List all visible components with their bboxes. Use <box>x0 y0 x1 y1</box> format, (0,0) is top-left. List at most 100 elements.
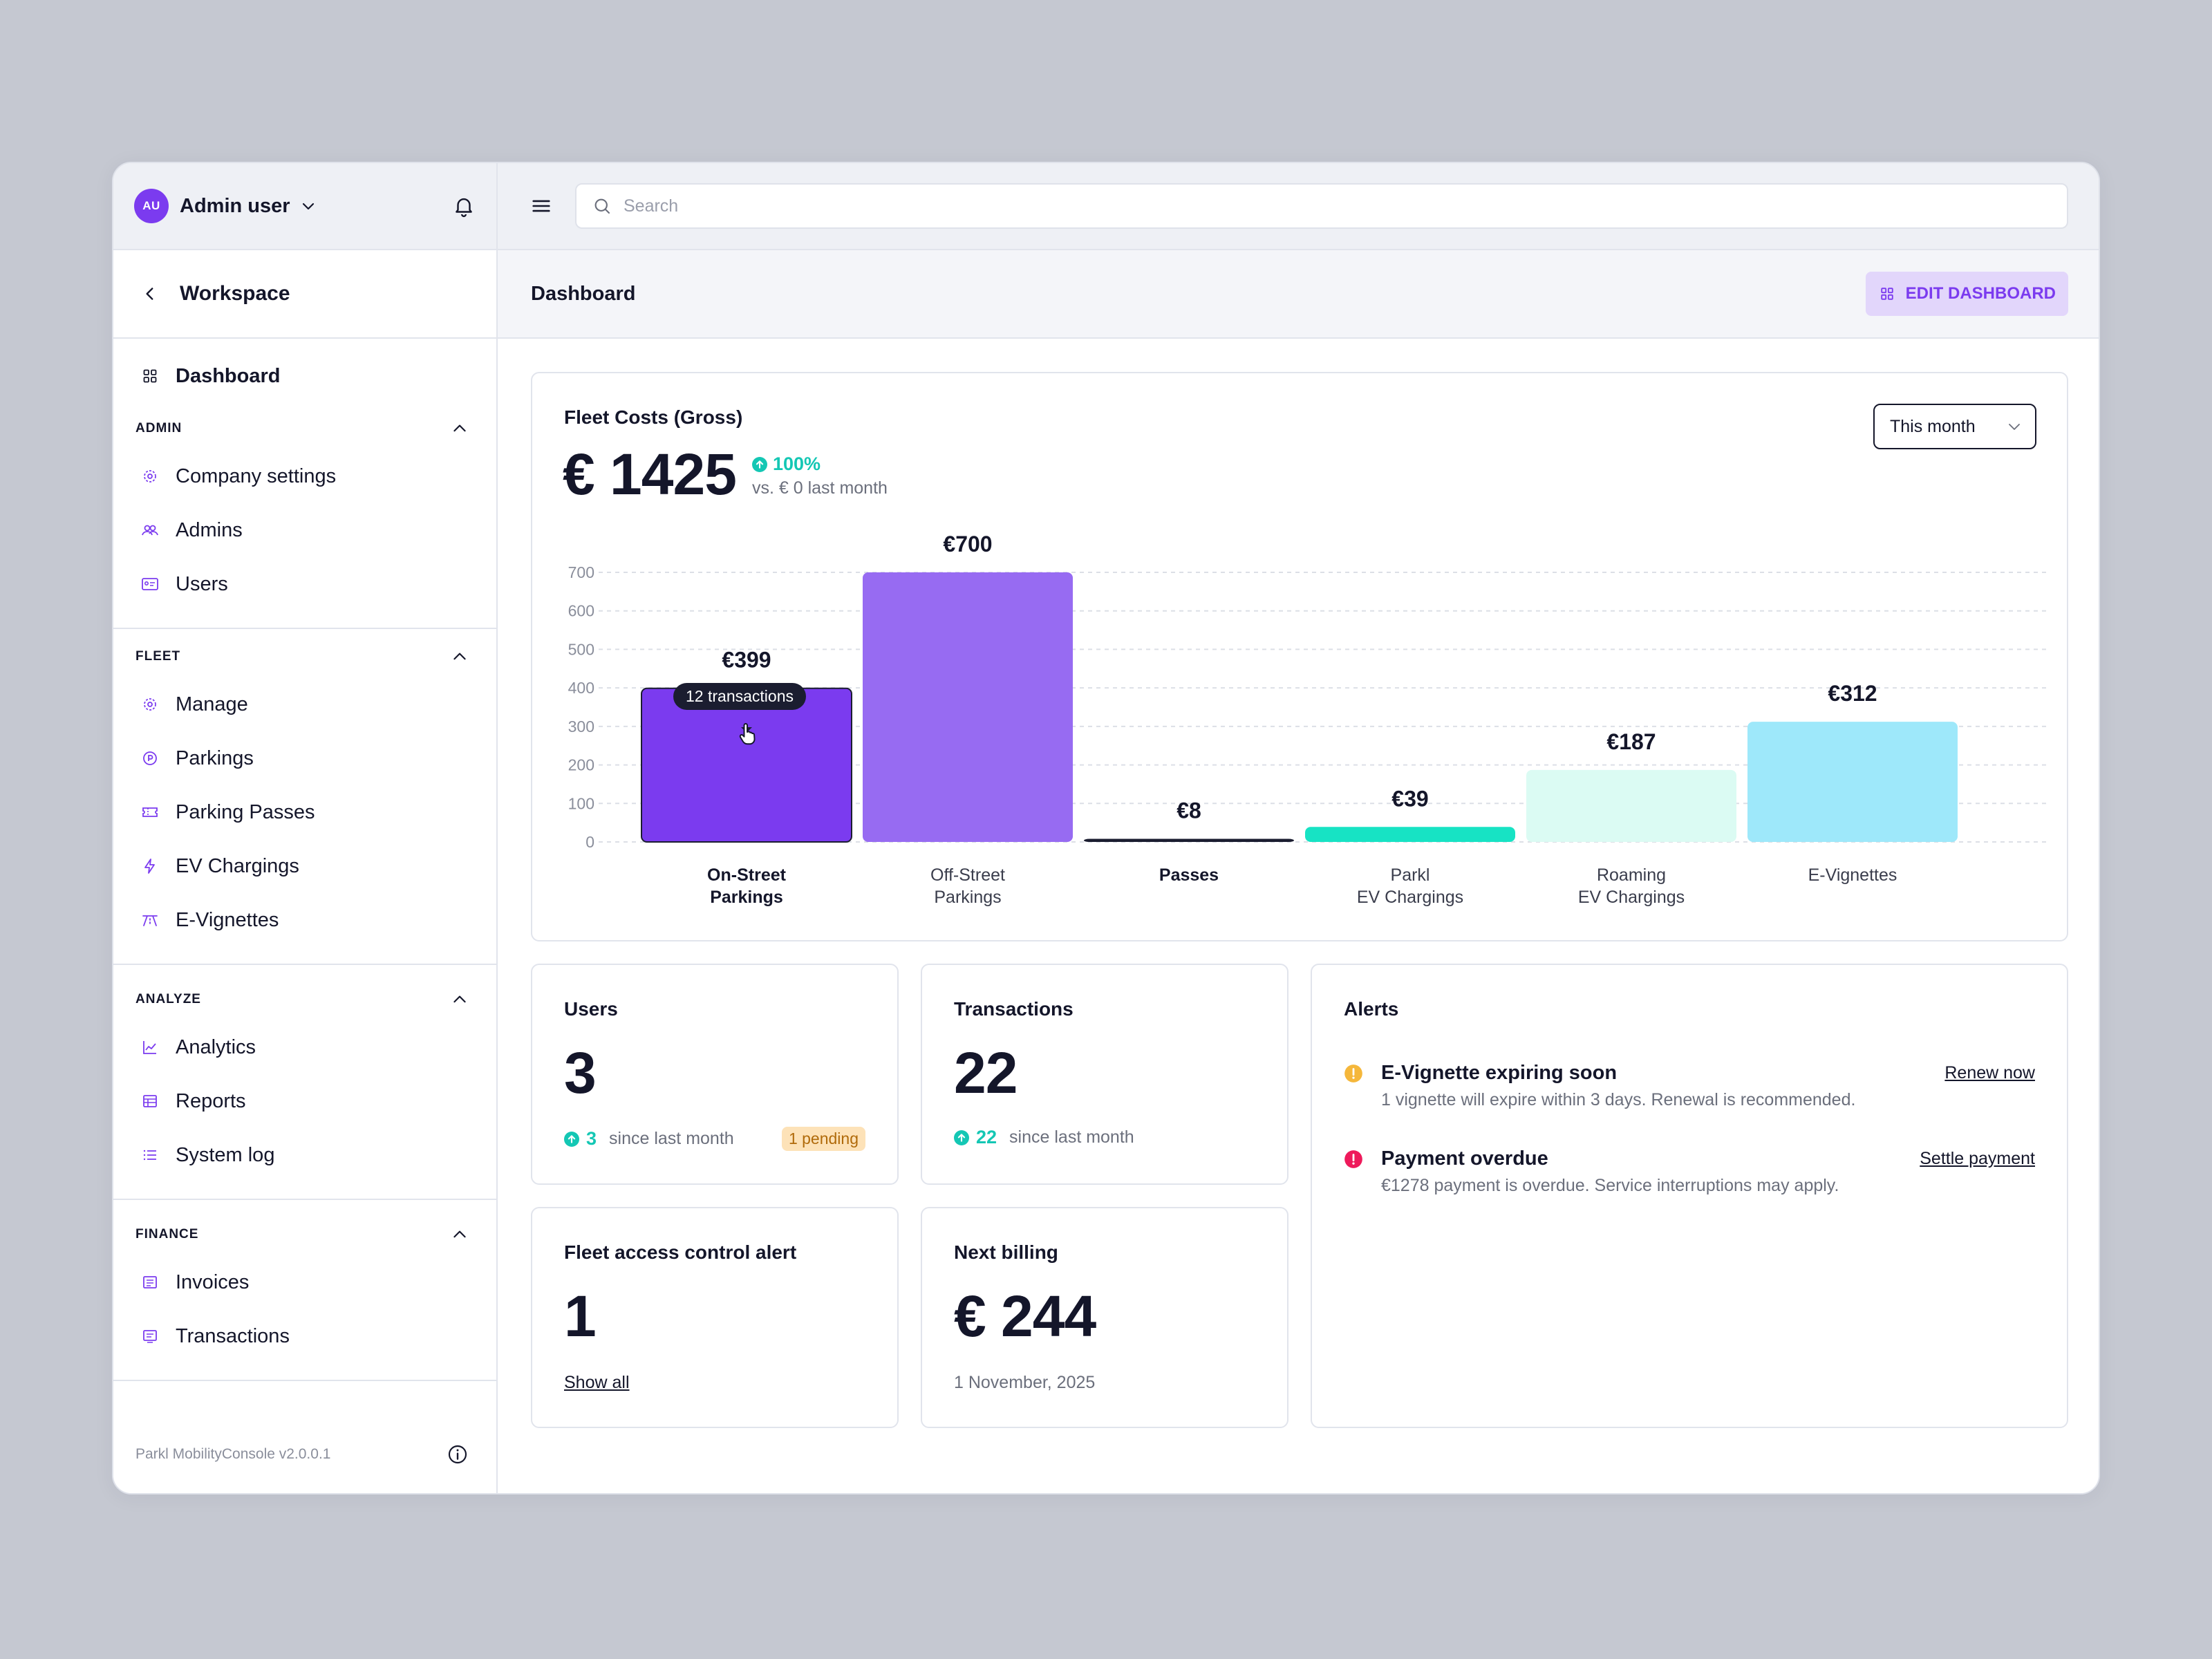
sidebar-item-company-settings[interactable]: Company settings <box>113 449 496 503</box>
fleet-costs-card: Fleet Costs (Gross) € 1425 100% vs. € 0 … <box>531 372 2068 941</box>
sidebar-item-label: Invoices <box>176 1271 250 1293</box>
alerts-card: Alerts E-Vignette expiring soon Renew no… <box>1311 964 2068 1428</box>
search-input[interactable] <box>624 196 2052 216</box>
back-chevron-icon[interactable] <box>141 285 159 303</box>
sidebar-item-label: Parkings <box>176 747 254 769</box>
group-header[interactable]: ADMIN <box>113 408 496 449</box>
arrow-up-icon <box>954 1130 969 1145</box>
chevron-up-icon[interactable] <box>451 1226 469 1244</box>
period-dropdown[interactable]: This month <box>1873 404 2036 449</box>
receipt-icon <box>141 1327 159 1345</box>
info-icon[interactable] <box>447 1443 469 1465</box>
sidebar-item-label: Admins <box>176 518 243 541</box>
hamburger-menu-icon[interactable] <box>529 194 553 218</box>
group-header[interactable]: ANALYZE <box>113 979 496 1020</box>
sidebar-item-analytics[interactable]: Analytics <box>113 1020 496 1074</box>
sidebar-item-label: Company settings <box>176 465 337 487</box>
sidebar-item-label: E-Vignettes <box>176 908 279 931</box>
data-label: €39 <box>1391 786 1428 811</box>
sidebar-item-e-vignettes[interactable]: E-Vignettes <box>113 893 496 947</box>
nav-group-fleet: FLEET Manage Parkings Parking Passes EV … <box>113 636 496 965</box>
y-tick-label: 0 <box>585 833 594 851</box>
chevron-up-icon[interactable] <box>451 991 469 1009</box>
avatar[interactable]: AU <box>134 189 169 223</box>
group-title: ADMIN <box>135 421 182 435</box>
chevron-up-icon[interactable] <box>451 420 469 438</box>
search-icon <box>592 196 612 216</box>
people-icon <box>141 521 159 539</box>
group-title: FLEET <box>135 649 181 664</box>
sidebar-item-system-log[interactable]: System log <box>113 1128 496 1182</box>
transactions-delta-text: since last month <box>1009 1127 1134 1147</box>
sidebar-item-label: Users <box>176 572 228 595</box>
top-bar: AU Admin user <box>113 163 2099 250</box>
arrow-up-icon <box>564 1131 579 1147</box>
y-tick-label: 400 <box>568 679 594 697</box>
users-delta-value: 3 <box>586 1128 597 1149</box>
sidebar-item-admins[interactable]: Admins <box>113 503 496 557</box>
alert-description: €1278 payment is overdue. Service interr… <box>1381 1176 1839 1195</box>
sidebar-item-users[interactable]: Users <box>113 557 496 611</box>
sidebar-item-ev-chargings[interactable]: EV Chargings <box>113 839 496 893</box>
pending-badge: 1 pending <box>781 1127 865 1151</box>
page-header: Dashboard EDIT DASHBOARD <box>498 250 2099 339</box>
y-tick-label: 600 <box>568 602 594 620</box>
bar <box>1747 722 1958 842</box>
next-billing-card: Next billing € 244 1 November, 2025 <box>921 1207 1288 1428</box>
sidebar-item-transactions[interactable]: Transactions <box>113 1309 496 1363</box>
sidebar-item-parkings[interactable]: Parkings <box>113 731 496 785</box>
nav-group-finance: FINANCE Invoices Transactions <box>113 1214 496 1381</box>
main-content: Dashboard EDIT DASHBOARD Fleet Costs (Gr… <box>498 250 2099 1493</box>
grid-icon <box>1880 286 1895 301</box>
transactions-delta: 22 since last month <box>954 1127 1134 1148</box>
show-all-link[interactable]: Show all <box>564 1373 630 1392</box>
warning-icon <box>1344 1064 1363 1083</box>
users-card: Users 3 3 since last month 1 pending <box>531 964 899 1185</box>
nav-group-admin: ADMIN Company settings Admins Users <box>113 408 496 629</box>
bar <box>1305 827 1515 842</box>
change-percent: 100% <box>773 453 821 474</box>
alert-item: Payment overdue Settle payment €1278 pay… <box>1344 1147 2035 1196</box>
error-icon <box>1344 1150 1363 1169</box>
data-label: €312 <box>1828 681 1877 706</box>
y-tick-label: 300 <box>568 718 594 735</box>
sidebar-item-parking-passes[interactable]: Parking Passes <box>113 785 496 839</box>
edit-dashboard-button[interactable]: EDIT DASHBOARD <box>1865 272 2068 316</box>
invoice-icon <box>141 1273 159 1291</box>
chevron-up-icon[interactable] <box>451 648 469 666</box>
fleet-costs-chart: 0 100 200 300 400 500 600 700 €399 On-Street Parki… <box>568 532 2050 907</box>
bar-tooltip: 12 transactions <box>673 683 806 710</box>
user-name[interactable]: Admin user <box>180 194 290 217</box>
sidebar-item-label: Dashboard <box>176 364 281 387</box>
sidebar-item-dashboard[interactable]: Dashboard <box>113 348 496 404</box>
group-header[interactable]: FLEET <box>113 636 496 677</box>
sidebar-item-invoices[interactable]: Invoices <box>113 1255 496 1309</box>
fleet-costs-comparison: vs. € 0 last month <box>752 478 888 498</box>
search-box[interactable] <box>575 183 2068 229</box>
renew-now-link[interactable]: Renew now <box>1944 1063 2035 1082</box>
grid-icon <box>141 367 159 385</box>
sidebar-item-manage[interactable]: Manage <box>113 677 496 731</box>
x-tick-label: EV Chargings <box>1578 888 1685 907</box>
chevron-down-icon[interactable] <box>300 198 317 214</box>
alert-title: Payment overdue <box>1381 1147 1548 1170</box>
settle-payment-link[interactable]: Settle payment <box>1920 1149 2035 1168</box>
workspace-title: Workspace <box>180 282 290 305</box>
x-tick-label: Off-Street <box>930 865 1005 885</box>
group-header[interactable]: FINANCE <box>113 1214 496 1255</box>
alert-title: E-Vignette expiring soon <box>1381 1062 1618 1084</box>
edit-dashboard-label: EDIT DASHBOARD <box>1905 284 2056 303</box>
bell-icon[interactable] <box>452 194 476 218</box>
sidebar-item-label: EV Chargings <box>176 854 299 877</box>
x-tick-label: E-Vignettes <box>1808 865 1897 885</box>
data-label: €399 <box>722 648 771 673</box>
billing-title: Next billing <box>954 1241 1058 1263</box>
id-card-icon <box>141 575 159 593</box>
users-title: Users <box>564 998 618 1020</box>
sidebar-item-label: System log <box>176 1143 275 1166</box>
line-chart-icon <box>141 1038 159 1056</box>
sidebar-item-reports[interactable]: Reports <box>113 1074 496 1128</box>
sidebar-item-label: Reports <box>176 1089 246 1112</box>
fleet-costs-total: € 1425 <box>563 442 737 507</box>
period-value: This month <box>1890 416 1976 436</box>
